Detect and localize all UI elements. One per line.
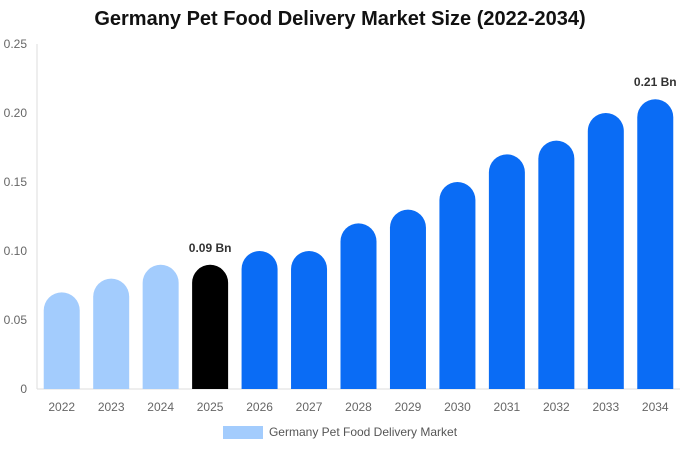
- x-tick-label: 2024: [147, 400, 174, 414]
- bar-2026: [241, 251, 278, 389]
- x-tick-label: 2029: [395, 400, 422, 414]
- x-tick-label: 2034: [642, 400, 669, 414]
- y-tick-label: 0.25: [4, 37, 28, 51]
- labels: 2022 2023 2024 2025 2026 2027 2028 2029 2030 2031…: [48, 75, 676, 414]
- x-tick-label: 2025: [197, 400, 224, 414]
- y-tick-label: 0.15: [4, 175, 28, 189]
- bar-2024: [142, 264, 179, 389]
- bar-2022: [43, 292, 80, 389]
- x-tick-label: 2033: [592, 400, 619, 414]
- chart-title: Germany Pet Food Delivery Market Size (2…: [94, 8, 586, 30]
- bar-2028: [340, 223, 377, 389]
- legend-swatch: [222, 425, 263, 439]
- bar-2023: [93, 278, 130, 389]
- x-tick-label: 2027: [296, 400, 323, 414]
- bar-2025: [192, 264, 229, 389]
- bar-2029: [389, 209, 426, 389]
- y-tick-label: 0.20: [4, 106, 28, 120]
- bar-2030: [439, 182, 476, 389]
- x-tick-label: 2028: [345, 400, 372, 414]
- y-tick-label: 0.10: [4, 244, 28, 258]
- x-tick-label: 2030: [444, 400, 471, 414]
- x-tick-label: 2022: [48, 400, 75, 414]
- bar-2032: [538, 140, 575, 389]
- data-label: 0.21 Bn: [634, 75, 677, 89]
- legend-label: Germany Pet Food Delivery Market: [268, 425, 458, 439]
- y-tick-label: 0.05: [4, 313, 28, 327]
- bar-2034: [637, 99, 674, 389]
- bar-2033: [587, 113, 624, 389]
- data-label: 0.09 Bn: [189, 241, 232, 255]
- bar-2031: [488, 154, 525, 389]
- legend: Germany Pet Food Delivery Market: [0, 425, 680, 439]
- x-tick-label: 2023: [98, 400, 125, 414]
- y-tick-label: 0: [20, 382, 27, 396]
- x-tick-label: 2031: [494, 400, 521, 414]
- bars: [43, 99, 674, 389]
- bar-2027: [291, 251, 328, 389]
- x-tick-label: 2026: [246, 400, 273, 414]
- x-tick-label: 2032: [543, 400, 570, 414]
